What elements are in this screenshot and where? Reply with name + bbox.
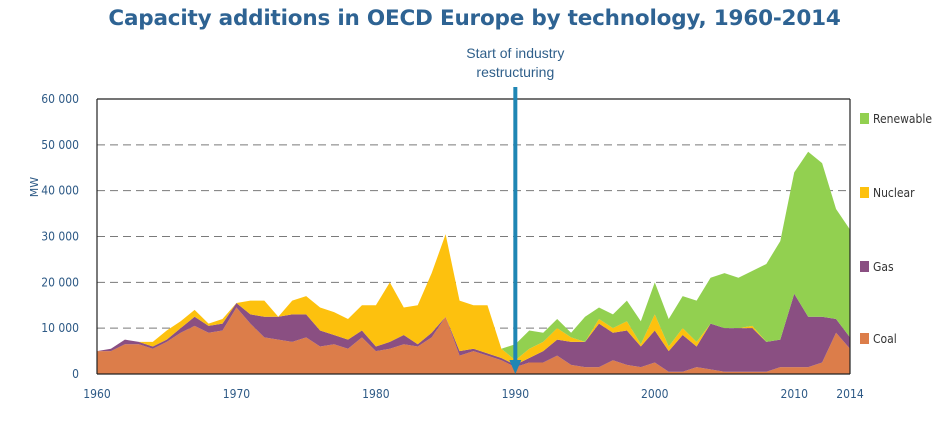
y-tick-label: 0	[72, 367, 79, 381]
x-tick-label: 1970	[223, 387, 251, 401]
area-gas	[97, 293, 850, 372]
area-nuclear	[97, 234, 850, 365]
legend-swatch-coal	[860, 333, 869, 344]
legend-label-gas: Gas	[873, 260, 894, 274]
annotation: Start of industry restructuring	[466, 45, 564, 374]
y-tick-label: 30 000	[41, 230, 79, 244]
legend-label-coal: Coal	[873, 332, 897, 346]
y-axis-label: MW	[28, 177, 41, 197]
y-tick-label: 10 000	[41, 321, 79, 335]
legend-label-renewable: Renewable	[873, 112, 932, 126]
axes	[96, 99, 851, 375]
chart-title: Capacity additions in OECD Europe by tec…	[108, 6, 841, 31]
x-tick-labels: 1960 1970 1980 1990 2000 2010 2014	[83, 387, 864, 401]
y-tick-label: 60 000	[41, 92, 79, 106]
annotation-text-line-1: Start of industry	[466, 45, 564, 61]
x-tick-label: 2000	[641, 387, 669, 401]
y-tick-label: 50 000	[41, 138, 79, 152]
y-tick-label: 40 000	[41, 184, 79, 198]
legend-label-nuclear: Nuclear	[873, 186, 915, 200]
area-coal	[97, 307, 850, 374]
x-tick-label: 2014	[836, 387, 864, 401]
area-renewable	[97, 151, 850, 361]
legend-swatch-renewable	[860, 113, 869, 124]
legend-swatch-nuclear	[860, 187, 869, 198]
annotation-arrow-head	[509, 360, 522, 374]
x-tick-label: 1960	[83, 387, 111, 401]
y-tick-labels: 0 10 000 20 000 30 000 40 000 50 000 60 000	[41, 92, 79, 381]
x-tick-label: 2010	[780, 387, 808, 401]
legend-swatch-gas	[860, 261, 869, 272]
legend: Renewable Nuclear Gas Coal	[860, 112, 932, 346]
y-tick-label: 20 000	[41, 275, 79, 289]
annotation-text-line-2: restructuring	[476, 64, 554, 80]
x-tick-label: 1980	[362, 387, 390, 401]
x-tick-label: 1990	[502, 387, 530, 401]
stacked-areas	[97, 151, 850, 374]
